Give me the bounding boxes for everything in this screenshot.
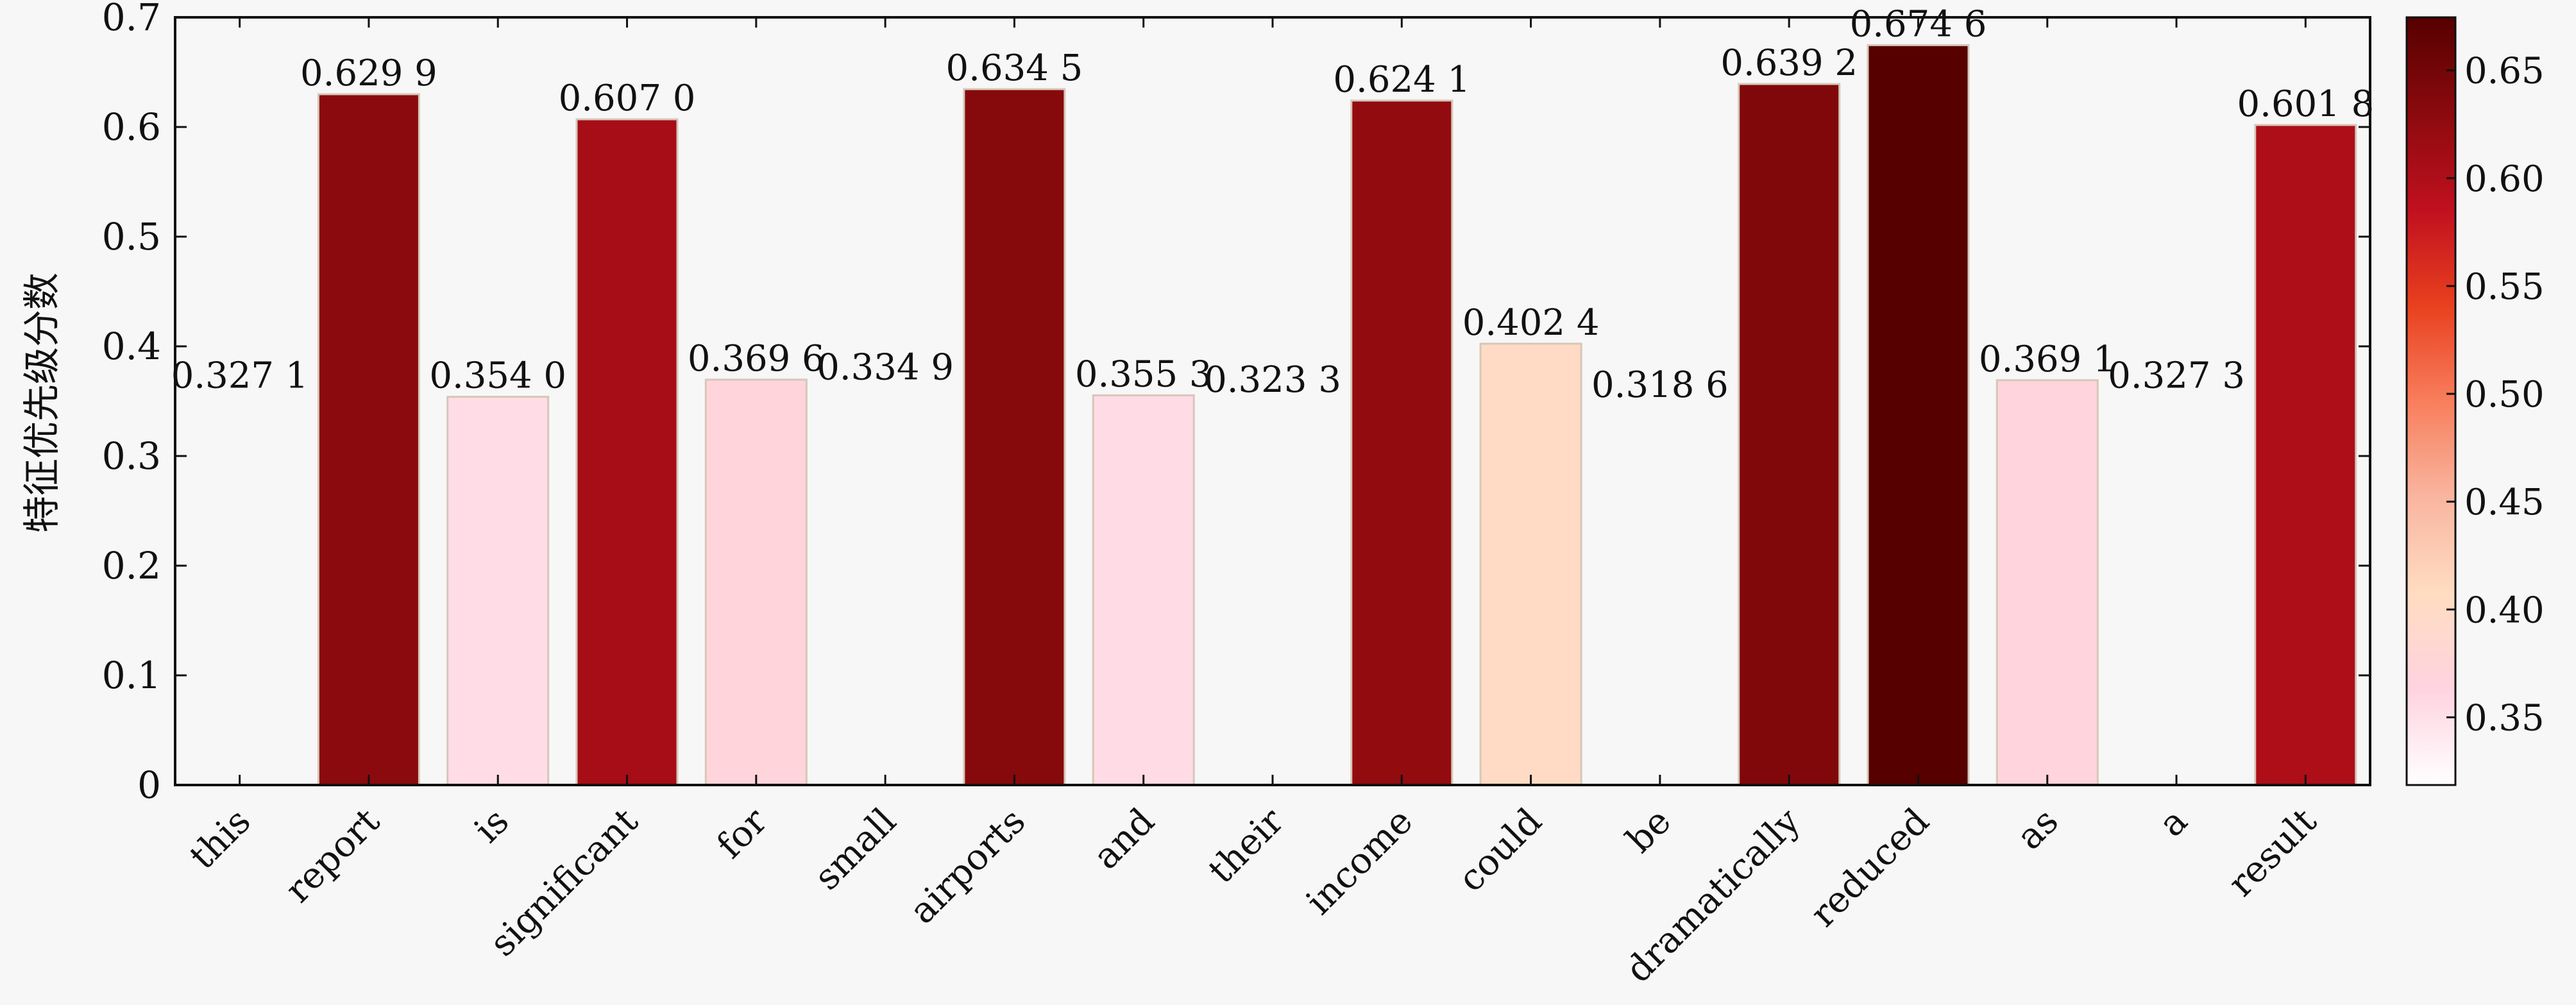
data-label-be: 0.318 6: [1591, 364, 1729, 406]
data-label-dramatically: 0.639 2: [1720, 42, 1858, 84]
colorbar-tick-label: 0.35: [2464, 697, 2545, 739]
bar-dramatically: [1738, 83, 1841, 786]
data-label-airports: 0.634 5: [946, 47, 1083, 89]
x-tick-label-could: could: [1450, 800, 1550, 900]
y-axis-label: 特征优先级分数: [20, 273, 64, 533]
y-axis: 0 0.1 0.2 0.3 0.4 0.5 0.6 0.7: [102, 0, 2370, 807]
y-tick-label: 0.3: [102, 434, 161, 478]
colorbar-tick-label: 0.45: [2464, 482, 2545, 523]
x-tick-label-as: as: [2009, 800, 2067, 858]
y-tick-label: 0.5: [102, 215, 161, 258]
data-label-report: 0.629 9: [300, 53, 437, 94]
data-label-small: 0.334 9: [817, 346, 954, 388]
bars-layer: [317, 44, 2357, 786]
bar-income: [1350, 99, 1453, 786]
colorbar-frame: [2405, 16, 2457, 786]
data-label-this: 0.327 1: [171, 355, 309, 397]
bar-for: [704, 378, 808, 786]
data-label-is: 0.354 0: [429, 355, 566, 397]
x-tick-label-airports: airports: [902, 800, 1034, 933]
y-tick-label: 0.6: [102, 105, 161, 149]
bar-labels-layer: 0.327 1 0.629 9 0.354 0 0.607 0 0.369 60.334…: [171, 3, 2375, 406]
bar-significant: [575, 118, 679, 786]
bar-reduced: [1867, 44, 1970, 786]
x-tick-label-reduced: reduced: [1802, 800, 1937, 935]
data-label-significant: 0.607 0: [559, 78, 696, 119]
y-tick-label: 0: [137, 763, 161, 807]
x-tick-label-and: and: [1085, 800, 1162, 877]
x-tick-label-for: for: [709, 800, 775, 867]
colorbar-tick-label: 0.60: [2464, 158, 2545, 200]
bar-could: [1479, 342, 1582, 786]
data-label-and: 0.355 3: [1075, 353, 1212, 395]
data-label-a: 0.327 3: [2108, 355, 2245, 396]
y-tick-label: 0.7: [102, 0, 161, 39]
data-label-could: 0.402 4: [1462, 302, 1600, 344]
colorbar-gradient: [2407, 17, 2455, 785]
data-label-income: 0.624 1: [1333, 59, 1470, 101]
colorbar-tick-label: 0.50: [2464, 374, 2545, 416]
colorbar: 0.35 0.40 0.45 0.50 0.55 0.60 0.65: [2405, 16, 2545, 786]
y-tick-label: 0.4: [102, 325, 161, 368]
data-label-for: 0.369 6: [688, 338, 825, 380]
bar-airports: [963, 88, 1066, 786]
bar-and: [1092, 394, 1195, 786]
y-tick-label: 0.1: [102, 654, 161, 697]
colorbar-tick-label: 0.65: [2464, 51, 2545, 92]
colorbar-tick-label: 0.40: [2464, 589, 2545, 631]
data-label-their: 0.323 3: [1204, 359, 1341, 401]
data-label-result: 0.601 8: [2237, 83, 2375, 125]
x-tick-label-report: report: [277, 800, 388, 911]
data-label-as: 0.369 1: [1979, 339, 2116, 380]
bar-result: [2254, 124, 2357, 786]
x-tick-label-is: is: [466, 800, 517, 851]
x-tick-label-this: this: [182, 800, 258, 877]
x-tick-label-small: small: [806, 800, 904, 899]
y-tick-label: 0.2: [102, 544, 161, 587]
colorbar-tick-label: 0.55: [2464, 266, 2545, 308]
x-tick-label-income: income: [1298, 800, 1421, 923]
x-tick-label-their: their: [1200, 800, 1292, 892]
bar-report: [317, 93, 420, 786]
x-tick-label-a: a: [2151, 800, 2196, 845]
bar-as: [1996, 379, 2099, 786]
x-tick-label-be: be: [1618, 800, 1679, 861]
bar-is: [446, 396, 550, 786]
x-tick-label-result: result: [2221, 800, 2325, 905]
